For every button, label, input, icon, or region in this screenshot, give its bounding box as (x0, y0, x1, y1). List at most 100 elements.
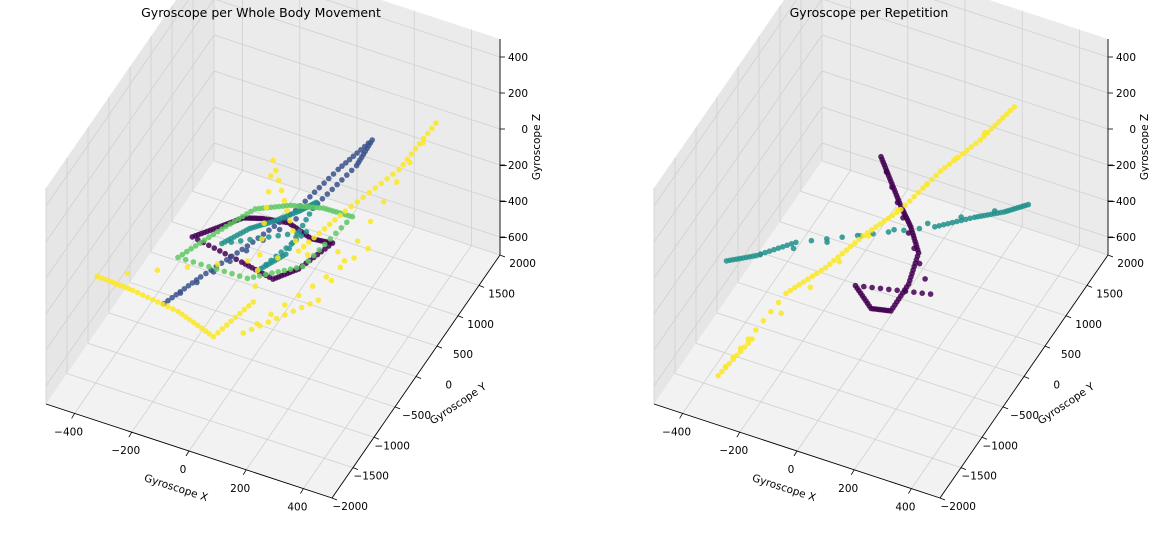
x-tick-label: 0 (180, 464, 187, 476)
data-point (378, 180, 385, 187)
data-point (839, 234, 845, 240)
data-point (250, 299, 256, 305)
data-point (341, 258, 348, 264)
gridline (800, 0, 1088, 286)
z-tick-label: −400 (1107, 196, 1136, 208)
y-tick (1044, 345, 1051, 349)
x-tick-label: −200 (719, 445, 748, 457)
data-point (343, 160, 349, 166)
x-tick (71, 413, 75, 419)
data-point (959, 151, 966, 157)
data-point (852, 240, 858, 246)
x-tick-label: −400 (54, 426, 83, 438)
data-point (753, 327, 759, 333)
data-point (737, 345, 744, 352)
x-tick (679, 413, 683, 419)
data-point (945, 220, 951, 227)
data-point (877, 285, 884, 292)
data-point (894, 207, 901, 213)
data-point (766, 248, 773, 254)
data-point (916, 260, 923, 267)
y-tick-label: −1500 (353, 471, 389, 483)
data-point (303, 216, 309, 223)
x-tick (185, 450, 190, 457)
data-point (187, 317, 193, 323)
data-point (248, 208, 254, 215)
data-point (247, 236, 253, 243)
data-point (254, 267, 261, 274)
data-point (217, 248, 223, 254)
series-1 (723, 201, 1032, 264)
data-point (223, 223, 229, 230)
data-point (768, 308, 774, 315)
data-point (321, 226, 328, 232)
data-point (332, 217, 338, 223)
data-point (354, 150, 360, 156)
y-tick (436, 345, 443, 349)
z-tick-label: −400 (499, 196, 528, 208)
data-point (213, 266, 220, 272)
data-point (233, 256, 239, 263)
gridline (653, 106, 1109, 351)
data-point (269, 270, 275, 276)
data-point (244, 258, 251, 264)
data-point (284, 231, 291, 238)
data-point (144, 294, 151, 301)
data-point (942, 164, 948, 171)
data-point (992, 122, 999, 129)
data-point (293, 265, 300, 271)
data-point (236, 273, 243, 279)
data-point (290, 228, 296, 234)
y-tick-label: −500 (1010, 410, 1039, 422)
data-point (288, 241, 295, 247)
data-point (831, 257, 837, 264)
data-point (194, 322, 201, 329)
data-point (1025, 201, 1032, 208)
data-point (335, 248, 341, 255)
z-tick-label: 400 (1116, 52, 1136, 64)
data-point (201, 237, 208, 243)
z-tick-label: 200 (508, 88, 528, 100)
data-point (1007, 107, 1014, 114)
data-point (894, 199, 901, 206)
data-point (775, 299, 782, 306)
y-tick-label: −1000 (374, 440, 410, 452)
data-point (911, 193, 917, 200)
data-point (294, 230, 300, 236)
gridline (108, 96, 396, 408)
data-point (219, 226, 225, 232)
data-point (239, 213, 246, 220)
data-point (384, 176, 390, 182)
data-point (268, 311, 274, 318)
data-point (273, 167, 279, 174)
x-tick (908, 488, 912, 494)
data-point (301, 243, 307, 250)
y-tick (478, 285, 485, 288)
data-point (891, 226, 897, 233)
data-point (778, 310, 784, 317)
data-point (234, 250, 240, 256)
data-point (287, 266, 294, 273)
gridline (45, 0, 501, 207)
data-point (808, 237, 815, 244)
data-point (881, 218, 887, 224)
data-point (139, 292, 146, 298)
data-point (155, 299, 161, 305)
data-point (885, 215, 892, 222)
data-point (916, 225, 923, 232)
data-point (940, 221, 947, 228)
data-point (266, 234, 272, 240)
data-point (175, 308, 181, 315)
data-point (231, 218, 238, 225)
x-tick-label: −400 (662, 426, 691, 438)
y-tick-label: 1500 (1096, 288, 1123, 300)
data-point (284, 207, 291, 214)
data-point (865, 233, 872, 239)
data-point (330, 171, 337, 177)
z-tick-label: 200 (1116, 88, 1136, 100)
data-point (365, 245, 371, 252)
data-point (366, 189, 373, 196)
data-point (889, 212, 896, 219)
z-tick-label: 400 (508, 52, 528, 64)
